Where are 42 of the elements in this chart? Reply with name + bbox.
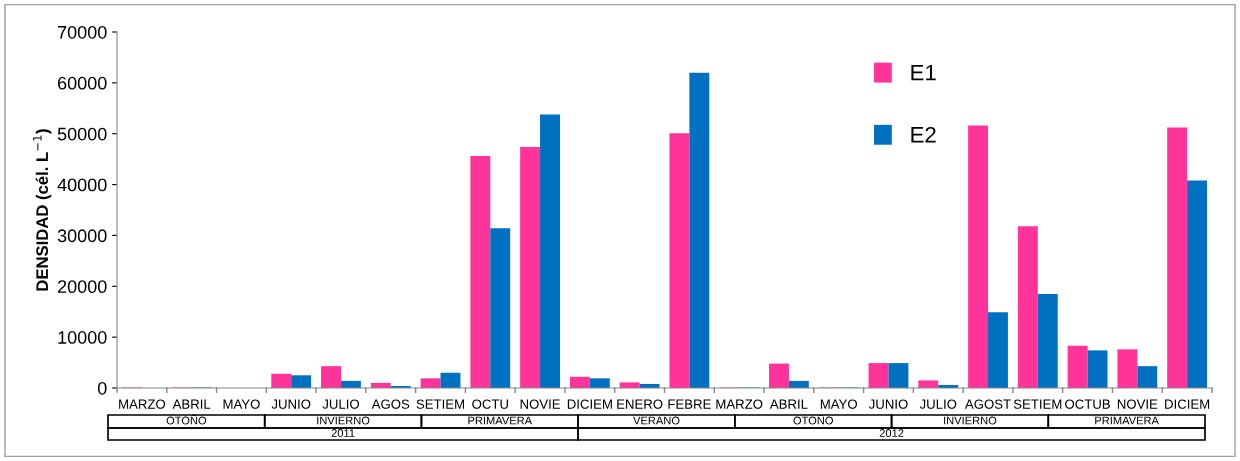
y-axis-title: DENSIDAD (cél. L$^{−1}$) <box>33 129 52 291</box>
y-tick-label: 70000 <box>58 25 107 39</box>
y-tick-label: 50000 <box>57 127 107 141</box>
x-tick-label: ABRIL <box>172 399 211 409</box>
text: PRIMAVERA <box>1095 416 1159 425</box>
legend-label: E2 <box>911 126 936 143</box>
text: 2012 <box>879 429 904 437</box>
text: OTOÑO <box>793 414 833 425</box>
y-tick-label: 20000 <box>57 280 107 294</box>
x-tick-label: DICIEM <box>567 399 612 409</box>
text: VERANO <box>633 416 680 425</box>
x-tick-label: NOVIE <box>1117 399 1158 409</box>
y-tick-label: 40000 <box>57 178 107 192</box>
text: PRIMAVERA <box>468 416 533 425</box>
x-tick-label: MAYO <box>223 399 260 409</box>
x-tick-label: MAYO <box>820 399 858 409</box>
x-tick-label: DICIEM <box>1165 399 1210 409</box>
x-tick-label: ABRIL <box>769 399 808 409</box>
x-tick-label: ENERO <box>617 399 663 409</box>
text: INVIERNO <box>317 416 370 425</box>
x-tick-label: JULIO <box>322 399 360 409</box>
y-tick-label: 30000 <box>57 229 107 243</box>
x-tick-label: JUNIO <box>271 399 311 409</box>
text: INVIERNO <box>944 416 997 425</box>
x-tick-label: OCTUB <box>1065 399 1110 409</box>
x-tick-label: SETIEM <box>1013 399 1062 409</box>
x-tick-label: OCTU <box>472 399 508 409</box>
legend-label: E1 <box>911 64 936 81</box>
x-tick-label: AGOST <box>964 399 1011 409</box>
x-tick-label: MARZO <box>119 399 166 409</box>
x-tick-label: MARZO <box>716 399 763 409</box>
y-tick-label: 10000 <box>58 331 107 344</box>
text: 2011 <box>331 429 355 437</box>
x-tick-label: JULIO <box>919 399 957 409</box>
y-tick-label: 0 <box>97 381 107 395</box>
text: OTOÑO <box>166 414 207 425</box>
x-tick-label: AGOS <box>371 399 410 409</box>
x-tick-label: FEBRE <box>668 399 711 409</box>
y-tick-label: 60000 <box>57 76 107 90</box>
x-tick-label: NOVIE <box>520 399 561 409</box>
x-tick-label: SETIEM <box>416 399 464 409</box>
x-tick-label: JUNIO <box>868 399 908 409</box>
